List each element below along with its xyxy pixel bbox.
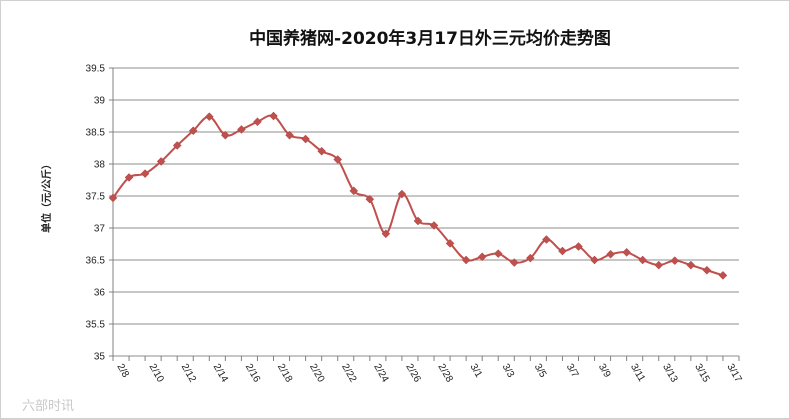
data-point bbox=[413, 216, 423, 226]
gridlines bbox=[112, 67, 739, 357]
data-point bbox=[429, 221, 439, 230]
data-point bbox=[493, 249, 503, 258]
series-price bbox=[108, 111, 728, 280]
data-point bbox=[542, 235, 551, 244]
y-tick-label: 39.5 bbox=[86, 64, 106, 75]
data-point bbox=[461, 255, 471, 265]
y-tick-label: 37 bbox=[94, 224, 106, 235]
data-point bbox=[253, 117, 262, 127]
y-tick-label: 36 bbox=[94, 288, 106, 299]
data-point bbox=[477, 252, 487, 262]
data-point bbox=[638, 255, 648, 265]
data-point bbox=[606, 249, 615, 259]
y-tick-label: 35.5 bbox=[86, 320, 106, 331]
data-point bbox=[622, 247, 631, 257]
data-point bbox=[317, 146, 327, 156]
data-point bbox=[670, 256, 680, 265]
data-point bbox=[654, 260, 664, 270]
data-point bbox=[397, 189, 407, 199]
data-point bbox=[525, 253, 535, 263]
data-point bbox=[221, 130, 230, 140]
data-point bbox=[188, 126, 198, 136]
data-point bbox=[140, 169, 150, 178]
data-point bbox=[558, 246, 567, 256]
data-point bbox=[333, 155, 343, 164]
data-point bbox=[381, 229, 391, 239]
data-point bbox=[445, 239, 455, 248]
y-tick-label: 37.5 bbox=[86, 192, 106, 203]
chart-title: 中国养猪网-2020年3月17日外三元均价走势图 bbox=[249, 28, 611, 49]
data-point bbox=[718, 271, 728, 280]
data-point bbox=[509, 258, 519, 267]
y-axis-label: 单位（元/公斤） bbox=[40, 159, 53, 233]
data-point bbox=[108, 193, 118, 203]
watermark: 六部时讯 bbox=[22, 399, 74, 414]
data-point bbox=[349, 186, 359, 196]
data-point bbox=[702, 265, 712, 275]
data-point bbox=[686, 260, 696, 270]
data-point bbox=[365, 194, 375, 204]
data-point bbox=[590, 255, 599, 265]
data-point bbox=[237, 125, 246, 134]
data-point bbox=[172, 141, 182, 150]
data-point bbox=[301, 134, 310, 144]
y-tick-label: 36.5 bbox=[86, 256, 106, 267]
y-tick-label: 38.5 bbox=[86, 128, 106, 139]
y-tick-label: 35 bbox=[94, 352, 106, 363]
data-point bbox=[124, 173, 134, 182]
data-point bbox=[574, 242, 583, 251]
y-tick-label: 39 bbox=[94, 96, 106, 107]
data-point bbox=[156, 157, 166, 166]
data-point bbox=[269, 111, 278, 121]
y-tick-label: 38 bbox=[94, 160, 106, 171]
data-point bbox=[204, 112, 214, 121]
data-point bbox=[285, 130, 294, 140]
